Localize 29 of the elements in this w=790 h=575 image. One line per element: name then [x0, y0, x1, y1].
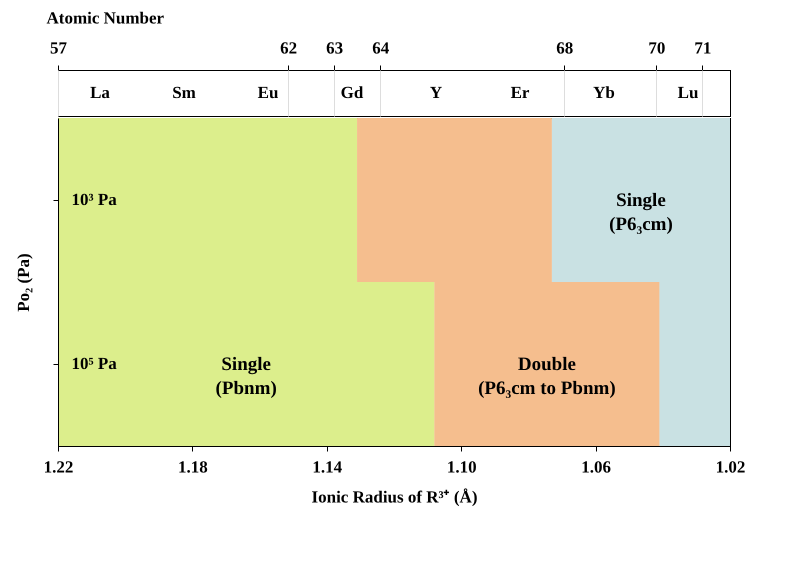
text: Gd	[340, 83, 364, 102]
series-label: Double (P6₃cm to Pbnm)	[478, 354, 616, 399]
x2-tick-label: 70	[648, 38, 666, 58]
x-tick-label: 1.10	[446, 458, 477, 476]
text: La	[90, 83, 110, 102]
x2-tick-label: 68	[556, 38, 574, 58]
x2-tick-label: 57	[50, 38, 68, 58]
series-label: Single (P6₃cm)	[609, 190, 673, 235]
text: Er	[510, 83, 530, 102]
x2-axis-title: Atomic Number	[46, 8, 165, 28]
x-tick-label: 1.22	[44, 458, 74, 476]
x2-tick-label: 62	[280, 38, 298, 58]
text: Yb	[593, 83, 615, 102]
x-axis-title: Ionic Radius of R³⁺ (Å)	[312, 488, 478, 506]
y-axis-title: Po₂ (Pa)	[14, 253, 33, 312]
x-tick-label: 1.14	[312, 458, 343, 476]
x2-tick-label: 63	[326, 38, 344, 58]
x-tick-label: 1.02	[716, 458, 746, 476]
series-label: Single (Pbnm)	[216, 354, 277, 399]
x-tick-label: 1.18	[178, 458, 208, 476]
x-tick-label: 1.06	[581, 458, 611, 476]
y-tick-label: 10⁵ Pa	[72, 354, 118, 373]
x2-tick-label: 64	[372, 38, 390, 58]
y-tick-label: 10³ Pa	[72, 190, 118, 209]
text: Lu	[678, 83, 698, 102]
text: Y	[430, 83, 442, 102]
text: Sm	[172, 83, 196, 102]
text: Eu	[258, 83, 278, 102]
x2-tick-label: 71	[694, 38, 712, 58]
